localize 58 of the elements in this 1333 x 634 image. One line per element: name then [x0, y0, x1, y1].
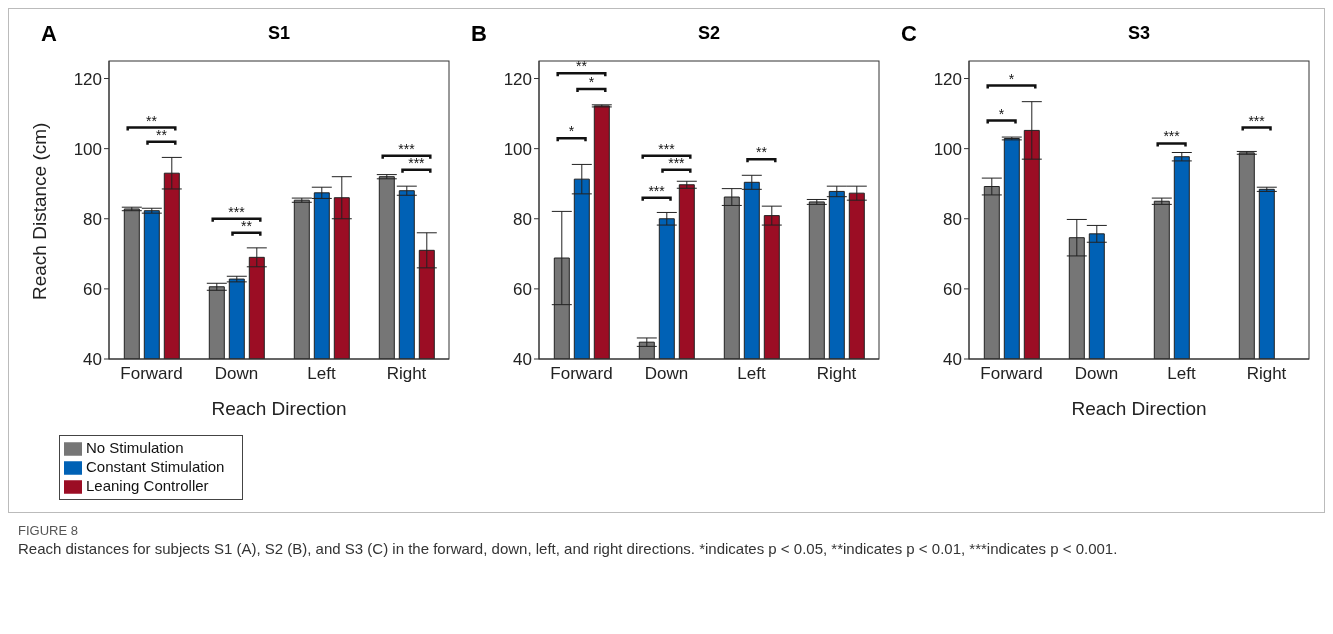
y-tick-label: 80 — [83, 209, 102, 229]
x-tick-label: Down — [1074, 364, 1119, 384]
annotation: * — [568, 123, 575, 140]
x-axis-title: Reach Direction — [211, 398, 347, 419]
y-tick-label: 100 — [933, 139, 962, 159]
legend-label: Leaning Controller — [86, 477, 209, 495]
annotation: *** — [668, 154, 686, 171]
text: A — [41, 21, 57, 47]
x-tick-label: Forward — [980, 364, 1043, 384]
x-tick-label: Right — [386, 364, 427, 384]
y-tick-label: 100 — [73, 139, 102, 159]
x-tick-label: Down — [644, 364, 689, 384]
annotation: *** — [398, 140, 416, 157]
chart-title: S3 — [1127, 23, 1151, 44]
y-tick-label: 60 — [943, 279, 962, 299]
annotation: *** — [408, 154, 426, 171]
y-tick-label: 40 — [943, 350, 962, 370]
x-tick-label: Left — [737, 364, 766, 384]
legend-label: Constant Stimulation — [86, 458, 225, 476]
y-tick-label: 60 — [83, 279, 102, 299]
y-tick-label: 100 — [503, 139, 532, 159]
y-tick-label: 60 — [513, 279, 532, 299]
x-tick-label: Forward — [550, 364, 613, 384]
x-tick-label: Right — [1246, 364, 1287, 384]
chart-title: S1 — [267, 23, 291, 44]
y-tick-label: 80 — [513, 209, 532, 229]
annotation: ** — [240, 217, 253, 234]
text: C — [901, 21, 917, 47]
annotation: *** — [658, 140, 676, 157]
annotation: * — [588, 74, 595, 91]
x-tick-label: Forward — [120, 364, 183, 384]
annotation: *** — [648, 182, 666, 199]
x-axis-title: Reach Direction — [1071, 398, 1207, 419]
annotation: ** — [576, 58, 588, 75]
x-tick-label: Left — [1167, 364, 1196, 384]
caption: FIGURE 8 — [18, 523, 79, 539]
annotation: *** — [1163, 128, 1181, 145]
annotation: ** — [155, 126, 168, 143]
x-tick-label: Right — [816, 364, 857, 384]
annotation: *** — [1248, 112, 1266, 129]
annotation: ** — [755, 144, 768, 161]
y-tick-label: 120 — [503, 69, 532, 89]
text: B — [471, 21, 487, 47]
annotation: *** — [228, 203, 246, 220]
annotation: ** — [146, 112, 158, 129]
legend-label: No Stimulation — [86, 439, 184, 456]
annotation: * — [1008, 70, 1015, 87]
y-tick-label: 80 — [943, 209, 962, 229]
y-tick-label: 120 — [933, 69, 962, 89]
text: Reach distances for subjects S1 (A), S2 (B), and S3 (C) in the forward, down, left, and right directions. *indicates p < 0.05, **indicates p < 0.01, ***indicates p < 0.001. — [18, 540, 1119, 558]
chart-title: S2 — [697, 23, 721, 44]
y-tick-label: 120 — [73, 69, 102, 89]
x-tick-label: Left — [307, 364, 336, 384]
x-tick-label: Down — [214, 364, 259, 384]
y-axis-title: Reach Distance (cm) — [28, 122, 50, 300]
y-tick-label: 40 — [513, 350, 532, 370]
y-tick-label: 40 — [83, 350, 102, 370]
annotation: * — [998, 105, 1005, 122]
